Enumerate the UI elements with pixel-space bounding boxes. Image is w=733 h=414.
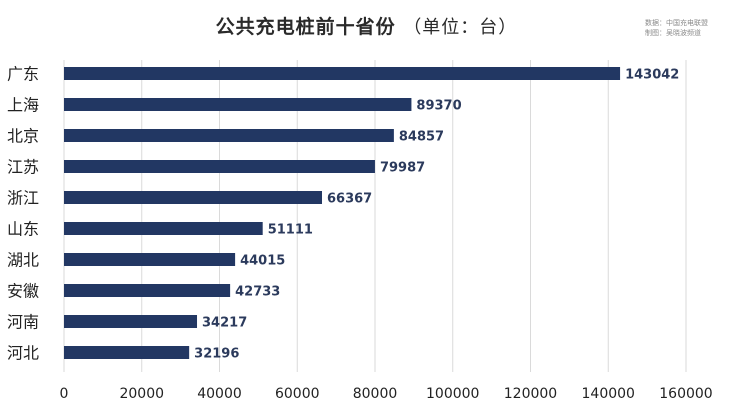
value-label: 143042 xyxy=(625,68,679,83)
x-tick-label: 140000 xyxy=(582,386,635,402)
value-label: 42733 xyxy=(235,285,280,300)
x-tick-label: 120000 xyxy=(504,386,557,402)
category-label: 北京 xyxy=(7,127,39,146)
x-tick-label: 60000 xyxy=(275,386,320,402)
chart-title-block: 公共充电桩前十省份 （单位：台） xyxy=(0,12,733,39)
x-tick-label: 80000 xyxy=(353,386,398,402)
x-tick-label: 20000 xyxy=(119,386,164,402)
category-label: 安徽 xyxy=(7,282,39,301)
bar-layer xyxy=(64,67,621,359)
category-label: 浙江 xyxy=(7,189,39,208)
bar xyxy=(64,222,263,235)
x-tick-label: 0 xyxy=(60,386,69,402)
label-layer: 0 20000 40000 60000 80000 100000 120000 140000 1… xyxy=(7,65,713,403)
bar xyxy=(64,129,394,142)
chart-title: 公共充电桩前十省份 xyxy=(215,16,396,38)
bar xyxy=(64,346,190,359)
category-label: 河南 xyxy=(7,313,39,332)
x-tick-label: 40000 xyxy=(197,386,242,402)
grid-layer xyxy=(63,60,687,372)
value-label: 44015 xyxy=(240,254,285,269)
value-label: 84857 xyxy=(399,130,444,145)
category-label: 山东 xyxy=(7,220,39,239)
chart-unit-label: （单位：台） xyxy=(403,17,518,38)
chart-credit: 制图：吴晓波频道 xyxy=(645,29,701,37)
data-source: 数据：中国充电联盟 xyxy=(645,19,708,27)
value-label: 32196 xyxy=(194,347,239,362)
bar xyxy=(64,191,323,204)
value-label: 51111 xyxy=(268,223,313,238)
source-note: 数据：中国充电联盟 制图：吴晓波频道 xyxy=(645,18,708,38)
category-label: 河北 xyxy=(7,344,39,363)
category-label: 江苏 xyxy=(7,158,39,177)
value-label: 89370 xyxy=(416,99,461,114)
value-label: 66367 xyxy=(327,192,372,207)
category-label: 湖北 xyxy=(7,251,39,270)
bar xyxy=(64,160,375,173)
x-tick-label: 100000 xyxy=(426,386,479,402)
bar xyxy=(64,253,236,266)
value-label: 79987 xyxy=(380,161,425,176)
bar xyxy=(64,284,231,297)
category-label: 上海 xyxy=(7,96,39,115)
bar xyxy=(64,315,198,328)
x-tick-label: 160000 xyxy=(659,386,712,402)
bar xyxy=(64,67,621,80)
category-label: 广东 xyxy=(7,65,39,84)
bar xyxy=(64,98,412,111)
value-label: 34217 xyxy=(202,316,247,331)
